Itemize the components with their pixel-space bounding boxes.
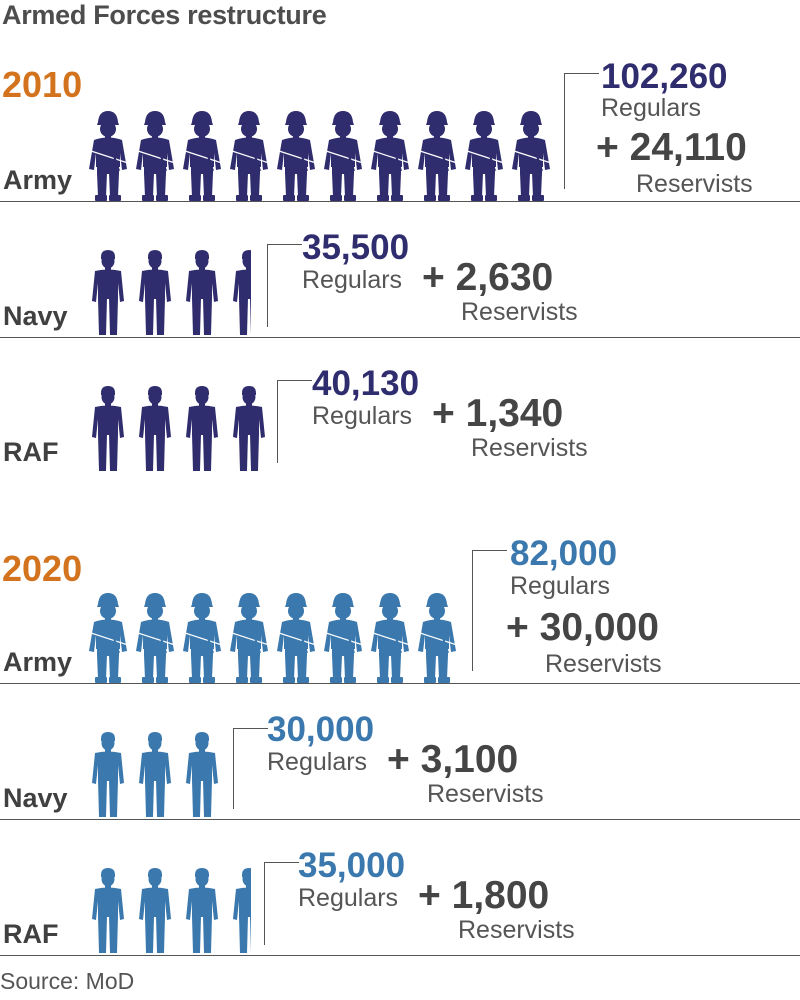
regulars-value: 82,000 <box>510 534 618 573</box>
standing-person-icon <box>90 867 126 955</box>
armed-soldier-icon <box>86 109 130 201</box>
reservists-label: Reservists <box>461 298 578 326</box>
armed-soldier-icon <box>86 591 130 683</box>
standing-person-icon <box>184 867 220 955</box>
row-divider <box>0 683 800 684</box>
reservists-label: Reservists <box>427 780 544 808</box>
armed-soldier-icon <box>274 109 318 201</box>
standing-person-icon <box>90 731 126 819</box>
value-bracket <box>264 862 299 945</box>
year-label-2010: 2010 <box>2 64 83 105</box>
reservists-value: 24,110 <box>629 126 747 169</box>
reservists-label: Reservists <box>471 434 588 462</box>
reservists-value: 30,000 <box>539 606 659 649</box>
source-note: Source: MoD <box>0 968 135 994</box>
standing-person-icon <box>137 731 173 819</box>
row-divider <box>0 819 800 820</box>
standing-person-icon <box>90 249 126 337</box>
figure-group <box>86 591 471 683</box>
figure-group <box>90 381 280 473</box>
reservists-value: 2,630 <box>455 256 554 299</box>
armed-soldier-icon <box>415 109 459 201</box>
standing-person-icon <box>137 867 173 955</box>
reservists-value: 1,800 <box>451 874 550 917</box>
armed-soldier-icon <box>133 109 177 201</box>
reservists-label: Reservists <box>545 650 662 678</box>
row-2010-raf: RAF 40,130 Regulars + 1,340 Reservists <box>0 366 800 474</box>
armed-soldier-icon <box>133 591 177 683</box>
reservists-label: Reservists <box>458 916 575 944</box>
armed-soldier-icon <box>180 591 224 683</box>
row-divider <box>0 955 800 956</box>
armed-soldier-icon <box>368 591 412 683</box>
regulars-label: Regulars <box>298 884 399 912</box>
regulars-label: Regulars <box>267 748 368 776</box>
standing-person-icon <box>137 249 173 337</box>
branch-label: RAF <box>3 919 59 949</box>
partial-person-icon <box>231 867 251 955</box>
reservists-label: Reservists <box>636 170 753 198</box>
value-bracket <box>267 244 302 327</box>
reservists-value-row: + 24,110 <box>596 126 747 169</box>
row-2010-navy: Navy 35,500 Regulars + 2,630 Reservists <box>0 230 800 338</box>
figure-group <box>90 727 235 819</box>
reservists-value-row: + 3,100 <box>387 738 519 781</box>
regulars-value: 30,000 <box>267 710 375 749</box>
branch-label: Navy <box>3 301 68 331</box>
standing-person-icon <box>137 385 173 473</box>
value-bracket <box>233 728 268 809</box>
partial-person-icon <box>231 249 251 337</box>
year-label-2020: 2020 <box>2 548 83 589</box>
regulars-label: Regulars <box>601 94 702 122</box>
row-2020-raf: RAF 35,000 Regulars + 1,800 Reservists <box>0 848 800 956</box>
armed-soldier-icon <box>321 591 365 683</box>
armed-soldier-icon <box>274 591 318 683</box>
figure-group <box>90 863 265 955</box>
branch-label: Army <box>3 647 73 677</box>
value-bracket <box>277 380 312 463</box>
chart-title: Armed Forces restructure <box>2 0 327 30</box>
figure-group <box>86 109 566 201</box>
armed-soldier-icon <box>321 109 365 201</box>
figure-group <box>90 245 270 337</box>
reservists-value: 1,340 <box>465 392 564 435</box>
reservists-value-row: + 1,340 <box>432 392 564 435</box>
regulars-value: 35,000 <box>298 846 406 885</box>
standing-person-icon <box>184 731 220 819</box>
standing-person-icon <box>184 385 220 473</box>
row-divider <box>0 337 800 338</box>
row-divider <box>0 201 800 202</box>
row-2020-army: Army 82,000 Regulars + 30,000 Reservists <box>0 536 800 684</box>
regulars-value: 35,500 <box>302 228 410 267</box>
row-2020-navy: Navy 30,000 Regulars + 3,100 Reservists <box>0 712 800 820</box>
standing-person-icon <box>184 249 220 337</box>
regulars-value: 40,130 <box>312 364 420 403</box>
armed-soldier-icon <box>368 109 412 201</box>
row-2010-army: Army 102,260 Regulars + 24,110 Reservist… <box>0 59 800 202</box>
standing-person-icon <box>231 385 267 473</box>
value-bracket <box>564 73 599 189</box>
value-bracket <box>472 550 507 671</box>
reservists-value-row: + 2,630 <box>422 256 554 299</box>
reservists-value: 3,100 <box>420 738 519 781</box>
reservists-value-row: + 1,800 <box>418 874 550 917</box>
regulars-label: Regulars <box>302 266 403 294</box>
armed-soldier-icon <box>462 109 506 201</box>
regulars-value: 102,260 <box>601 57 728 96</box>
armed-soldier-icon <box>180 109 224 201</box>
regulars-label: Regulars <box>510 572 611 600</box>
armed-soldier-icon <box>509 109 553 201</box>
reservists-value-row: + 30,000 <box>506 606 659 649</box>
armed-soldier-icon <box>227 109 271 201</box>
branch-label: Navy <box>3 783 68 813</box>
armed-soldier-icon <box>415 591 459 683</box>
branch-label: RAF <box>3 437 59 467</box>
branch-label: Army <box>3 165 73 195</box>
standing-person-icon <box>90 385 126 473</box>
armed-soldier-icon <box>227 591 271 683</box>
regulars-label: Regulars <box>312 402 413 430</box>
